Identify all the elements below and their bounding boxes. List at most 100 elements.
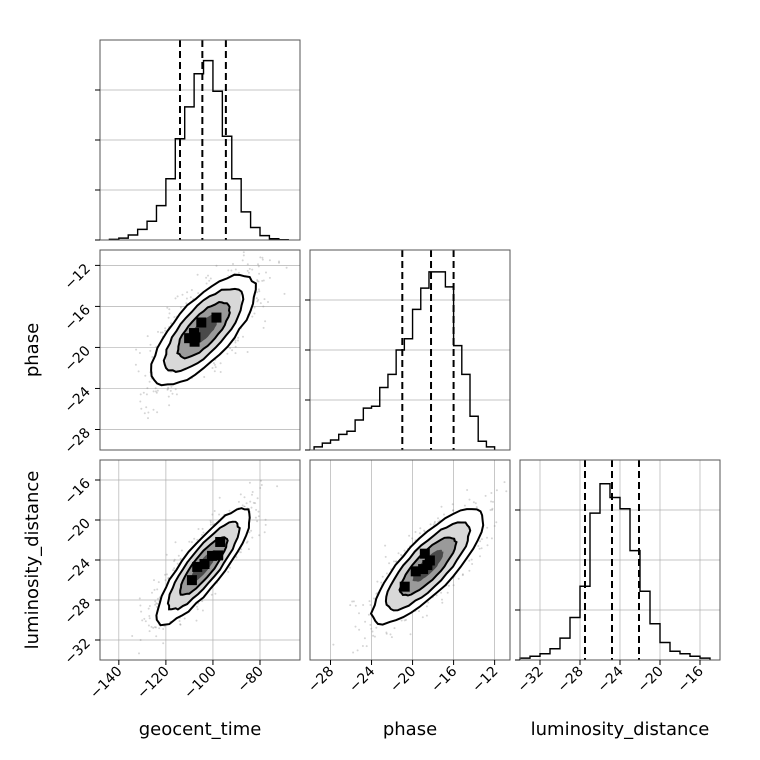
scatter-point bbox=[193, 537, 196, 540]
density-peak-cell bbox=[199, 559, 210, 570]
scatter-point bbox=[237, 500, 240, 503]
scatter-point bbox=[278, 261, 280, 264]
scatter-point bbox=[176, 295, 179, 298]
scatter-point bbox=[468, 559, 471, 562]
scatter-point bbox=[486, 526, 489, 529]
scatter-point bbox=[235, 556, 238, 559]
scatter-point bbox=[479, 540, 482, 543]
scatter-point bbox=[255, 297, 258, 300]
scatter-point bbox=[259, 302, 262, 305]
y-tick-label: −20 bbox=[62, 343, 94, 375]
scatter-point bbox=[209, 521, 212, 524]
y-tick-label: −16 bbox=[62, 475, 94, 507]
density-peak-cell bbox=[211, 312, 222, 323]
scatter-point bbox=[139, 400, 142, 403]
scatter-point bbox=[242, 254, 245, 257]
scatter-point bbox=[196, 273, 199, 276]
scatter-point bbox=[162, 642, 165, 645]
panel-1-border bbox=[99, 249, 301, 451]
histogram-step-line bbox=[108, 59, 289, 241]
panel-4-scatter bbox=[332, 481, 508, 654]
scatter-point bbox=[211, 367, 214, 369]
scatter-point bbox=[228, 509, 231, 512]
scatter-point bbox=[365, 645, 368, 648]
scatter-point bbox=[190, 289, 193, 291]
scatter-point bbox=[384, 544, 387, 547]
scatter-point bbox=[201, 600, 204, 603]
scatter-point bbox=[256, 291, 259, 294]
x-tick-label: −32 bbox=[515, 664, 547, 696]
panel-0-frame bbox=[100, 89, 300, 241]
scatter-point bbox=[266, 241, 268, 243]
density-peak-cell bbox=[184, 333, 195, 344]
x-tick-label: −140 bbox=[87, 664, 126, 703]
x-tick-label: −80 bbox=[235, 664, 267, 696]
scatter-point bbox=[145, 406, 148, 409]
scatter-point bbox=[409, 633, 412, 636]
scatter-point bbox=[261, 256, 264, 259]
scatter-point bbox=[370, 627, 373, 630]
scatter-point bbox=[258, 272, 261, 275]
scatter-point bbox=[173, 558, 176, 561]
scatter-point bbox=[257, 298, 260, 301]
scatter-point bbox=[150, 625, 153, 628]
scatter-point bbox=[264, 523, 267, 526]
scatter-point bbox=[168, 404, 171, 407]
y-tick-label: −20 bbox=[62, 516, 94, 548]
scatter-point bbox=[411, 537, 414, 540]
scatter-point bbox=[168, 312, 171, 315]
scatter-point bbox=[468, 498, 471, 501]
scatter-point bbox=[451, 509, 454, 512]
scatter-point bbox=[183, 617, 186, 620]
density-peak-cell bbox=[213, 550, 224, 561]
scatter-point bbox=[260, 484, 263, 486]
scatter-point bbox=[441, 598, 443, 601]
scatter-point bbox=[257, 510, 260, 513]
scatter-point bbox=[478, 547, 481, 550]
scatter-point bbox=[148, 380, 151, 383]
scatter-point bbox=[479, 555, 481, 558]
scatter-point bbox=[138, 597, 141, 600]
scatter-point bbox=[471, 563, 474, 565]
scatter-point bbox=[262, 305, 265, 308]
scatter-point bbox=[237, 339, 239, 342]
scatter-point bbox=[472, 501, 475, 504]
scatter-point bbox=[371, 630, 374, 633]
scatter-point bbox=[389, 633, 392, 636]
scatter-point bbox=[155, 635, 158, 638]
x-axis-title-luminosity-distance: luminosity_distance bbox=[531, 719, 710, 740]
scatter-point bbox=[249, 500, 252, 503]
scatter-point bbox=[156, 597, 159, 600]
panel-1-ticks: −28 −24 −20 −16 −12 bbox=[62, 261, 100, 457]
scatter-point bbox=[403, 549, 406, 552]
scatter-point bbox=[385, 631, 388, 634]
y-tick-label: −32 bbox=[62, 636, 94, 668]
scatter-point bbox=[245, 502, 248, 505]
scatter-point bbox=[385, 572, 388, 575]
scatter-point bbox=[393, 627, 396, 630]
scatter-point bbox=[167, 316, 170, 319]
scatter-point bbox=[218, 496, 221, 499]
scatter-point bbox=[332, 643, 335, 646]
panel-5-histogram bbox=[519, 460, 711, 660]
scatter-point bbox=[385, 632, 388, 635]
scatter-point bbox=[155, 391, 158, 394]
scatter-point bbox=[361, 645, 364, 647]
scatter-point bbox=[368, 600, 371, 603]
scatter-point bbox=[156, 588, 159, 591]
scatter-point bbox=[243, 496, 246, 499]
scatter-point bbox=[457, 577, 460, 580]
y-tick-label: −24 bbox=[62, 555, 94, 587]
scatter-point bbox=[395, 560, 397, 563]
scatter-point bbox=[246, 263, 249, 266]
scatter-point bbox=[208, 279, 211, 282]
panels-layer bbox=[100, 40, 720, 661]
scatter-point bbox=[154, 603, 157, 606]
scatter-point bbox=[433, 522, 436, 525]
y-axis-title-phase: phase bbox=[22, 323, 43, 377]
scatter-point bbox=[246, 540, 249, 543]
scatter-point bbox=[145, 393, 148, 396]
scatter-point bbox=[144, 374, 147, 377]
scatter-point bbox=[179, 623, 182, 626]
scatter-point bbox=[165, 553, 168, 556]
